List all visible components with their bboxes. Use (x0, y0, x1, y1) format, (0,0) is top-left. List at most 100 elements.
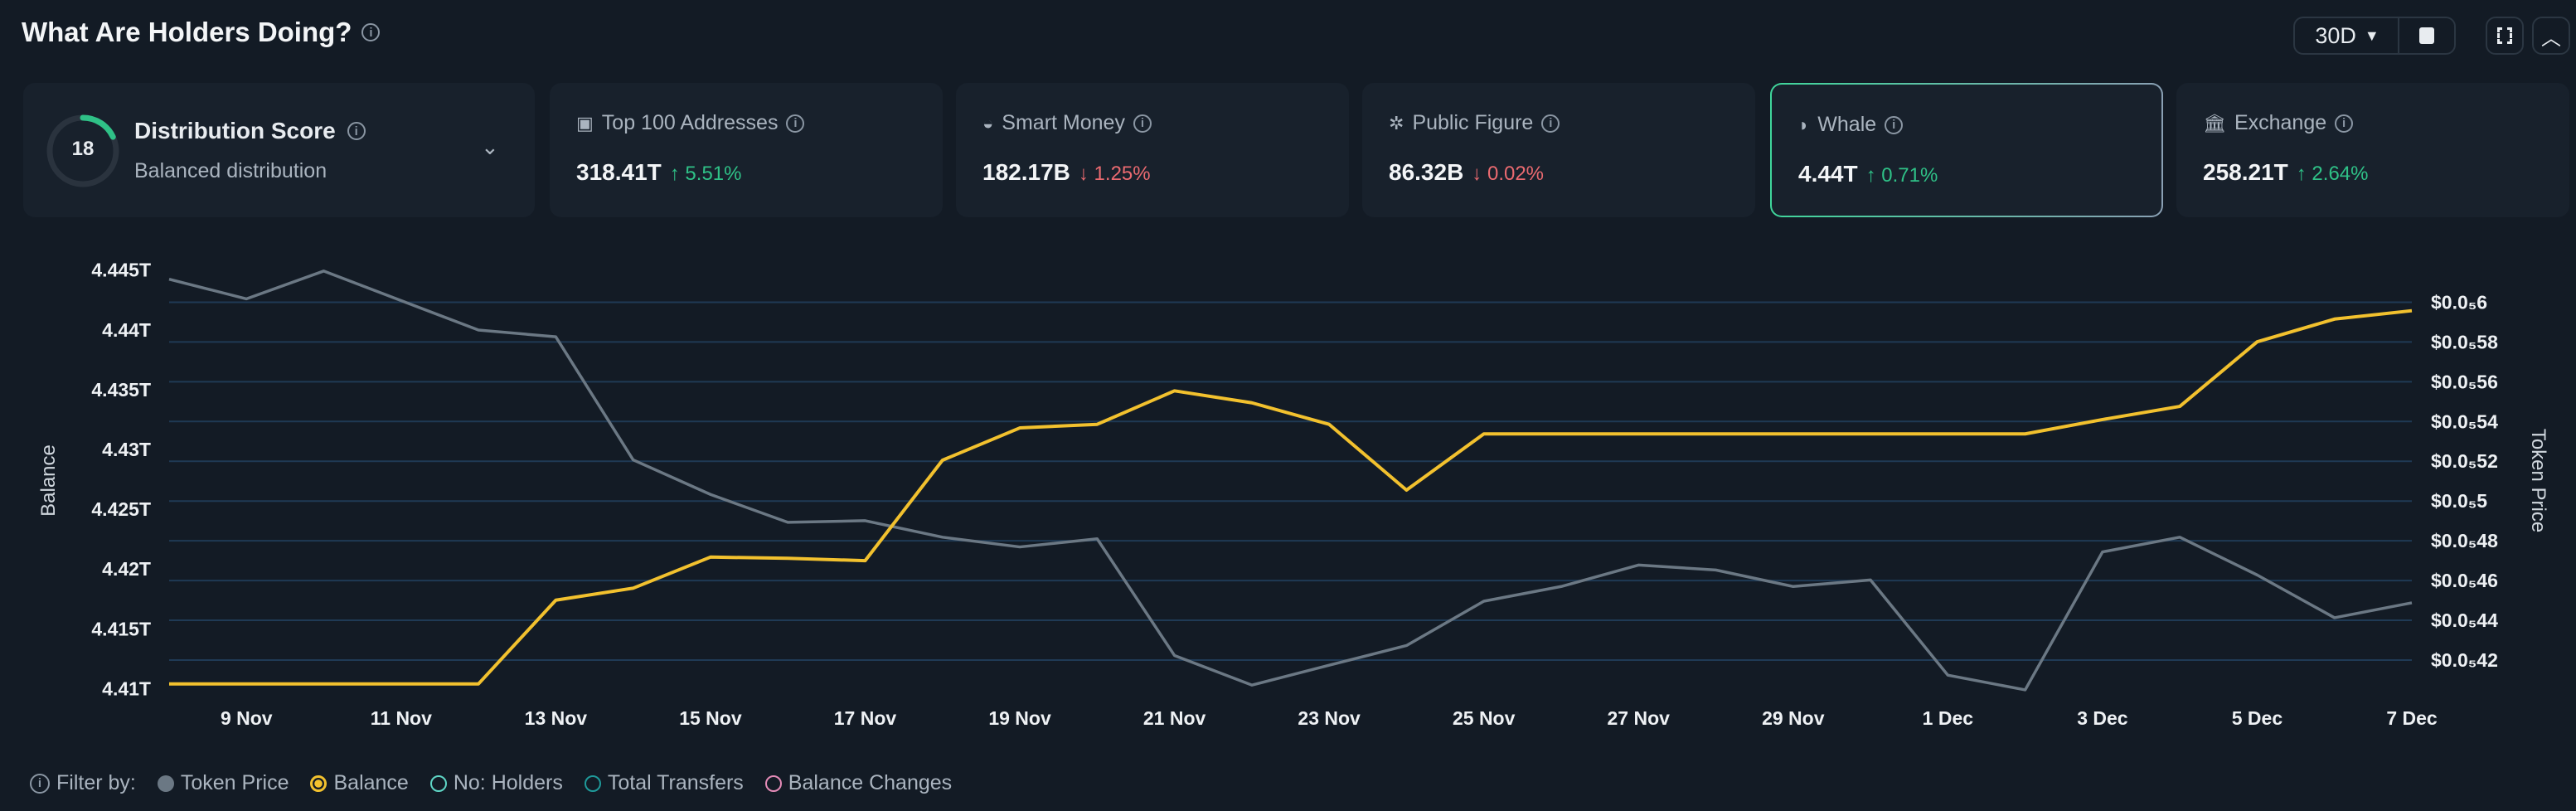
card-change-text: 5.51% (685, 163, 742, 185)
fullscreen-button[interactable] (2486, 17, 2524, 55)
x-tick-label: 25 Nov (1453, 707, 1516, 729)
card-top-100-addresses[interactable]: ▣ Top 100 Addresses i 318.41T ↑ 5.51% (550, 83, 943, 217)
arrow-down-icon: ↓ (1472, 163, 1482, 185)
info-icon[interactable]: i (1541, 114, 1560, 133)
card-exchange[interactable]: 🏛 Exchange i 258.21T ↑ 2.64% (2176, 83, 2569, 217)
series-line-balance (169, 308, 2413, 686)
distribution-score-card[interactable]: 18 Distribution Score i Balanced distrib… (23, 83, 535, 217)
legend-item-balance-changes[interactable]: Balance Changes (764, 771, 952, 795)
right-tick-label: $0.0₅44 (2431, 609, 2498, 631)
info-icon[interactable]: i (361, 23, 381, 41)
wallet-icon: ▣ (576, 112, 594, 134)
right-tick-label: $0.0₅58 (2431, 331, 2498, 352)
right-tick-label: $0.0₅48 (2431, 530, 2498, 551)
info-icon[interactable]: i (1133, 114, 1152, 133)
x-tick-label: 23 Nov (1298, 707, 1361, 729)
arrow-up-icon: ↑ (1865, 164, 1876, 187)
whale-icon: ◗ (1798, 114, 1810, 135)
right-tick-label: $0.0₅56 (2431, 371, 2498, 392)
card-public-figure[interactable]: ✲ Public Figure i 86.32B ↓ 0.02% (1362, 83, 1755, 217)
card-value-text: 182.17B (982, 159, 1070, 185)
legend-item-balance[interactable]: Balance (310, 771, 409, 795)
x-tick-label: 11 Nov (371, 707, 432, 729)
score-value: 18 (71, 138, 95, 160)
legend: i Filter by: Token Price Balance No: Holde… (30, 771, 952, 795)
left-axis-label: Balance (37, 444, 60, 517)
distribution-title-text: Distribution Score (134, 118, 336, 143)
score-ring (46, 114, 119, 187)
legend-label: Total Transfers (607, 771, 744, 794)
card-smart-money[interactable]: ◒ Smart Money i 182.17B ↓ 1.25% (956, 83, 1349, 217)
card-value-text: 4.44T (1798, 161, 1858, 187)
star-person-icon: ✲ (1389, 112, 1404, 134)
right-tick-label: $0.0₅52 (2431, 450, 2498, 472)
chevron-down-icon[interactable]: ⌄ (481, 134, 499, 159)
card-change-text: 2.64% (2312, 163, 2369, 185)
legend-item-token-price[interactable]: Token Price (157, 771, 289, 795)
left-tick-label: 4.41T (102, 677, 151, 699)
card-value-text: 258.21T (2203, 159, 2288, 185)
right-tick-label: $0.0₅6 (2431, 291, 2487, 313)
legend-label: Token Price (180, 771, 289, 794)
legend-item-total-transfers[interactable]: Total Transfers (584, 771, 744, 795)
legend-marker (584, 775, 601, 792)
range-dropdown[interactable]: 30D ▼ (2293, 17, 2399, 55)
holders-chart: $0.0₅42 $0.0₅44 $0.0₅46 $0.0₅48 $0.0₅5 $0.0₅5… (37, 260, 2549, 729)
right-tick-label: $0.0₅42 (2431, 649, 2498, 671)
card-label: ◗ Whale i (1798, 113, 1904, 137)
smart-money-icon: ◒ (982, 112, 994, 134)
card-value: 4.44T ↑ 0.71% (1798, 161, 1938, 187)
bank-icon: 🏛 (2203, 112, 2226, 134)
card-value: 318.41T ↑ 5.51% (576, 159, 741, 186)
card-value: 258.21T ↑ 2.64% (2203, 159, 2368, 186)
info-icon[interactable]: i (347, 122, 366, 140)
legend-label: Balance (333, 771, 409, 794)
card-value-text: 86.32B (1389, 159, 1464, 185)
info-icon[interactable]: i (786, 114, 805, 133)
right-tick-label: $0.0₅46 (2431, 570, 2498, 591)
right-tick-label: $0.0₅5 (2431, 490, 2487, 512)
card-change-text: 1.25% (1094, 163, 1151, 185)
card-change: ↑ 2.64% (2297, 163, 2369, 186)
card-label: ✲ Public Figure i (1389, 111, 1560, 135)
legend-marker (429, 775, 447, 792)
card-change-text: 0.71% (1881, 164, 1938, 187)
card-label-text: Public Figure (1412, 111, 1534, 134)
x-tick-label: 17 Nov (834, 707, 897, 729)
score-ring-fill (46, 114, 119, 187)
collapse-button[interactable]: ︿ (2532, 17, 2570, 55)
page-title: What Are Holders Doing? i (22, 17, 381, 48)
chevron-up-icon: ︿ (2541, 27, 2561, 50)
series-line-token-price (168, 270, 2413, 692)
x-tick-label: 9 Nov (221, 707, 273, 729)
x-tick-label: 3 Dec (2077, 707, 2128, 729)
caret-down-icon: ▼ (2364, 27, 2380, 44)
arrow-up-icon: ↑ (2296, 163, 2307, 185)
x-tick-label: 7 Dec (2386, 707, 2438, 729)
legend-marker (157, 775, 174, 792)
calendar-button[interactable] (2398, 17, 2456, 55)
left-tick-label: 4.44T (102, 319, 151, 341)
info-icon[interactable]: i (2335, 114, 2354, 133)
legend-item-no-holders[interactable]: No: Holders (429, 771, 563, 795)
card-value: 86.32B ↓ 0.02% (1389, 159, 1544, 186)
distribution-subtitle: Balanced distribution (134, 159, 327, 182)
range-value: 30D (2315, 22, 2356, 48)
legend-label: No: Holders (453, 771, 563, 794)
card-label: ◒ Smart Money i (982, 111, 1152, 135)
x-tick-label: 19 Nov (988, 707, 1051, 729)
right-axis-label: Token Price (2527, 429, 2549, 532)
left-tick-label: 4.415T (91, 618, 151, 639)
info-icon[interactable]: i (1885, 115, 1904, 134)
card-change: ↓ 0.02% (1472, 163, 1544, 186)
page-title-text: What Are Holders Doing? (22, 17, 352, 47)
info-icon[interactable]: i (30, 773, 50, 794)
x-tick-label: 29 Nov (1762, 707, 1825, 729)
filter-label-text: Filter by: (56, 771, 136, 794)
fullscreen-icon (2497, 27, 2512, 44)
card-label-text: Exchange (2234, 111, 2327, 134)
card-whale[interactable]: ◗ Whale i 4.44T ↑ 0.71% (1770, 83, 2163, 217)
left-tick-label: 4.425T (91, 498, 151, 520)
calendar-icon (2419, 27, 2434, 44)
card-label-text: Smart Money (1002, 111, 1125, 134)
